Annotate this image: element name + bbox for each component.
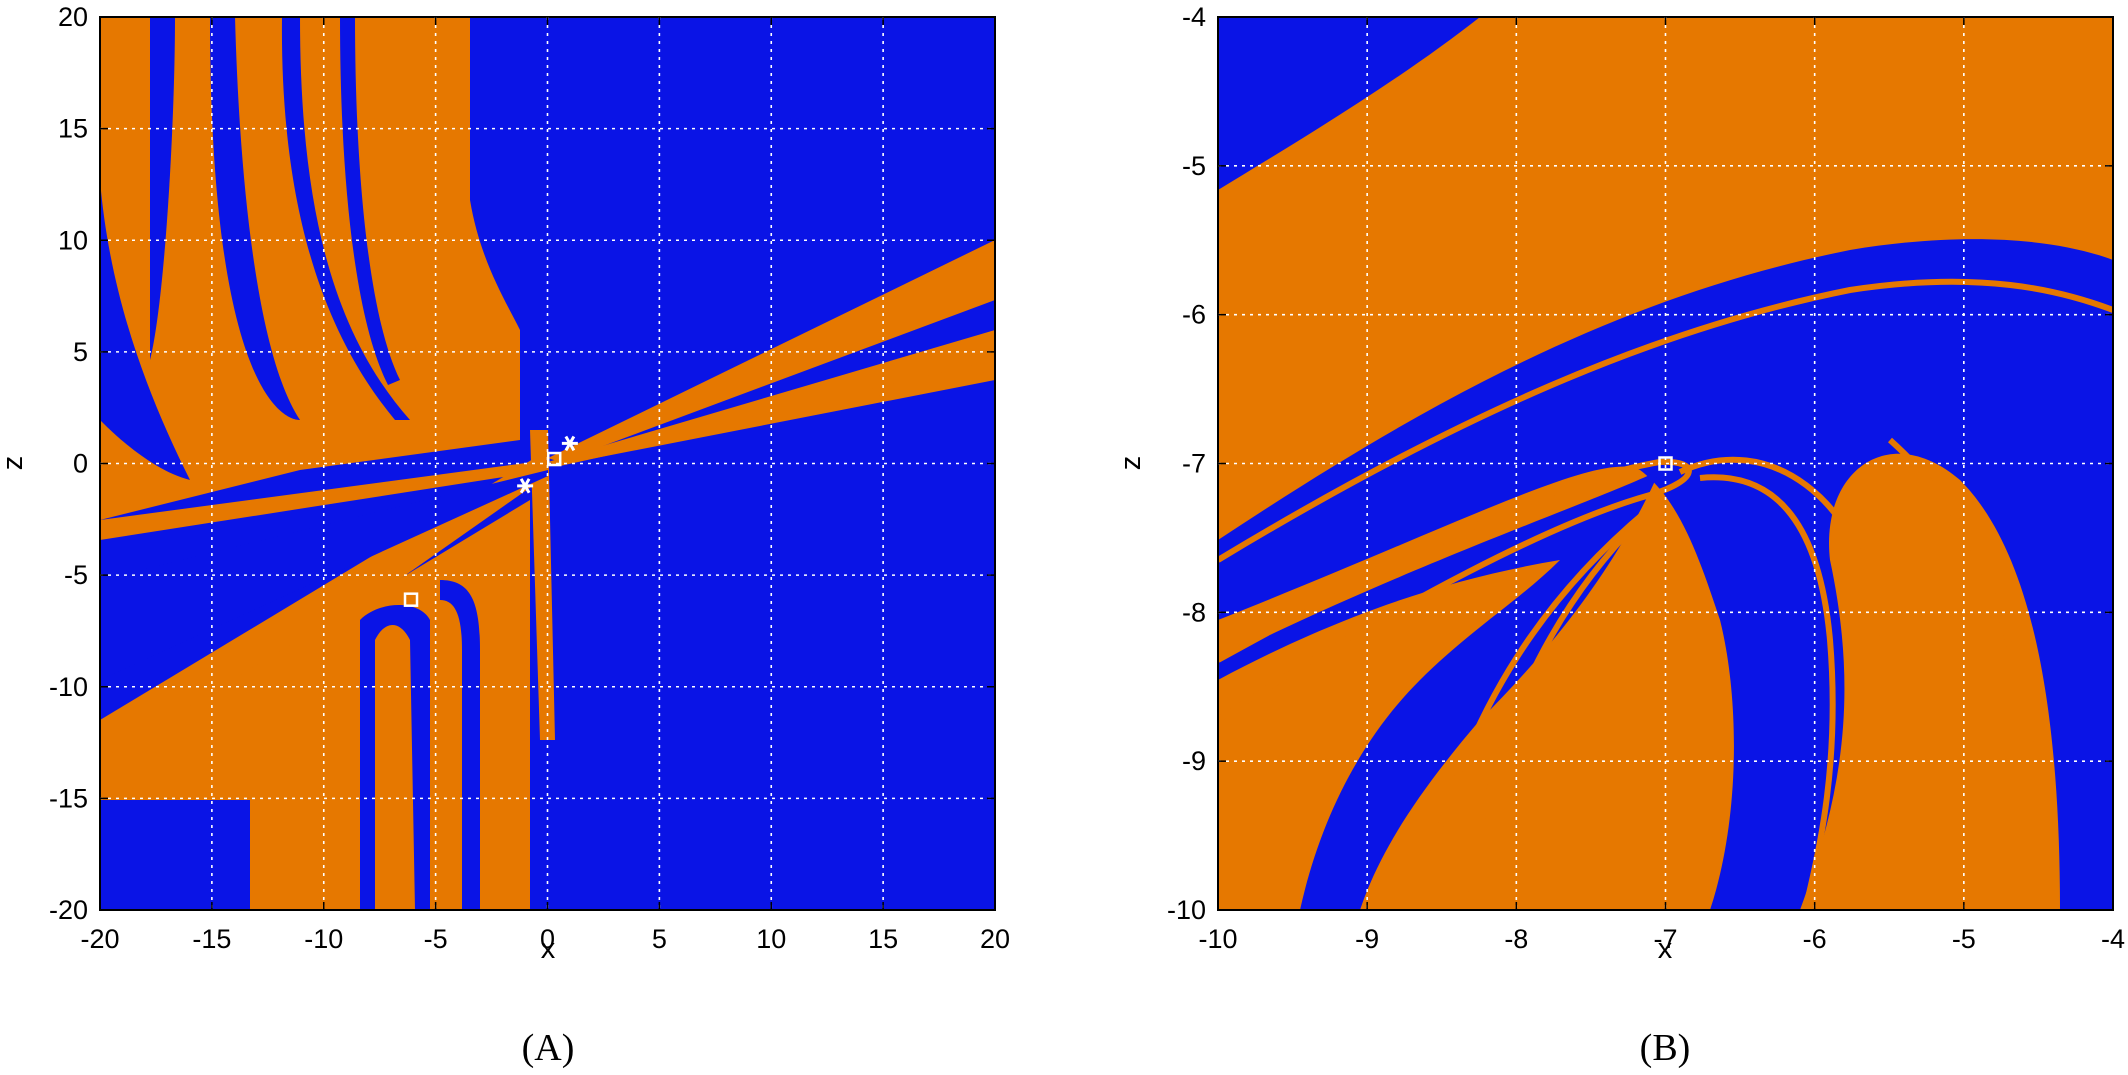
panel-a-x-tick-label: -15 [192,924,231,954]
panel-a-x-tick-label: 15 [868,924,898,954]
panel-a-x-tick-label: -5 [424,924,448,954]
panel-b-x-tick-label: -7 [1653,924,1677,954]
panel-a-y-tick-label: 10 [58,225,88,255]
panel-a-asterisk-marker [517,478,534,494]
panel-a-ylabel: z [0,456,29,471]
panel-a-label: (A) [522,1027,575,1069]
panel-b-x-tick-label: -4 [2101,924,2125,954]
panel-b-y-tick-label: -8 [1182,597,1206,627]
panel-b-y-tick-label: -9 [1182,746,1206,776]
panel-a-y-tick-label: -5 [64,560,88,590]
panel-a-x-tick-label: -10 [304,924,343,954]
panel-a-x-tick-label: 20 [980,924,1010,954]
panel-b-x-tick-label: -6 [1803,924,1827,954]
panel-b-y-tick-label: -10 [1167,895,1206,925]
panel-b-x-tick-label: -9 [1355,924,1379,954]
panel-a-y-tick-label: 20 [58,2,88,32]
panel-a-grid [100,17,995,910]
panel-a-x-tick-label: -20 [80,924,119,954]
panel-a-x-tick-label: 5 [652,924,667,954]
panel-a-x-tick-label: 10 [756,924,786,954]
panel-a-y-tick-label: -15 [49,783,88,813]
panel-b-grid [1218,17,2113,910]
panel-a-square-marker [403,592,419,607]
panel-a-square-marker [546,451,562,467]
panel-b-orange-filaments [1218,278,2113,910]
panel-a-y-tick-label: 5 [73,337,88,367]
panel-b-ylabel: z [1115,456,1147,471]
panel-b-blue-basin [1218,17,2113,910]
panel-a-xlabel: x [541,933,556,965]
panel-a-asterisk-marker [561,435,578,452]
panel-b-square-marker [1658,456,1673,471]
panel-a-basin-plot: -20 -15 -10 -5 0 5 10 15 20 -20 -15 -10 -5 0 5 10 15 20 x… [0,2,1010,1069]
panel-b-y-tick-label: -7 [1182,449,1206,479]
panel-a-y-tick-label: -10 [49,672,88,702]
panel-b-basin-plot: -10 -9 -8 -7 -6 -5 -4 -10 -9 -8 -7 -6 -5 -4 x z (B) [1115,2,2125,1069]
panel-a-x-tick-label: 0 [540,924,555,954]
panel-b-x-tick-label: -10 [1198,924,1237,954]
panel-b-y-tick-label: -5 [1182,151,1206,181]
panel-b-x-tick-label: -5 [1952,924,1976,954]
panel-b-ticks: -10 -9 -8 -7 -6 -5 -4 -10 -9 -8 -7 -6 -5 -4 [1167,2,2125,954]
panel-b-y-tick-label: -4 [1182,2,1206,32]
panel-a-y-tick-label: 15 [58,114,88,144]
panel-b-xlabel: x [1658,933,1673,965]
panel-b-label: (B) [1640,1027,1691,1069]
panel-a-y-tick-label: 0 [73,449,88,479]
panel-a-ticks: -20 -15 -10 -5 0 5 10 15 20 -20 -15 -10 -5 0 5 10 15 20 [49,2,1010,954]
panel-a-y-tick-label: -20 [49,895,88,925]
panel-b-y-tick-label: -6 [1182,300,1206,330]
panel-b-x-tick-label: -8 [1504,924,1528,954]
panel-b-markers [1658,456,1673,471]
panel-a-markers [403,435,578,607]
